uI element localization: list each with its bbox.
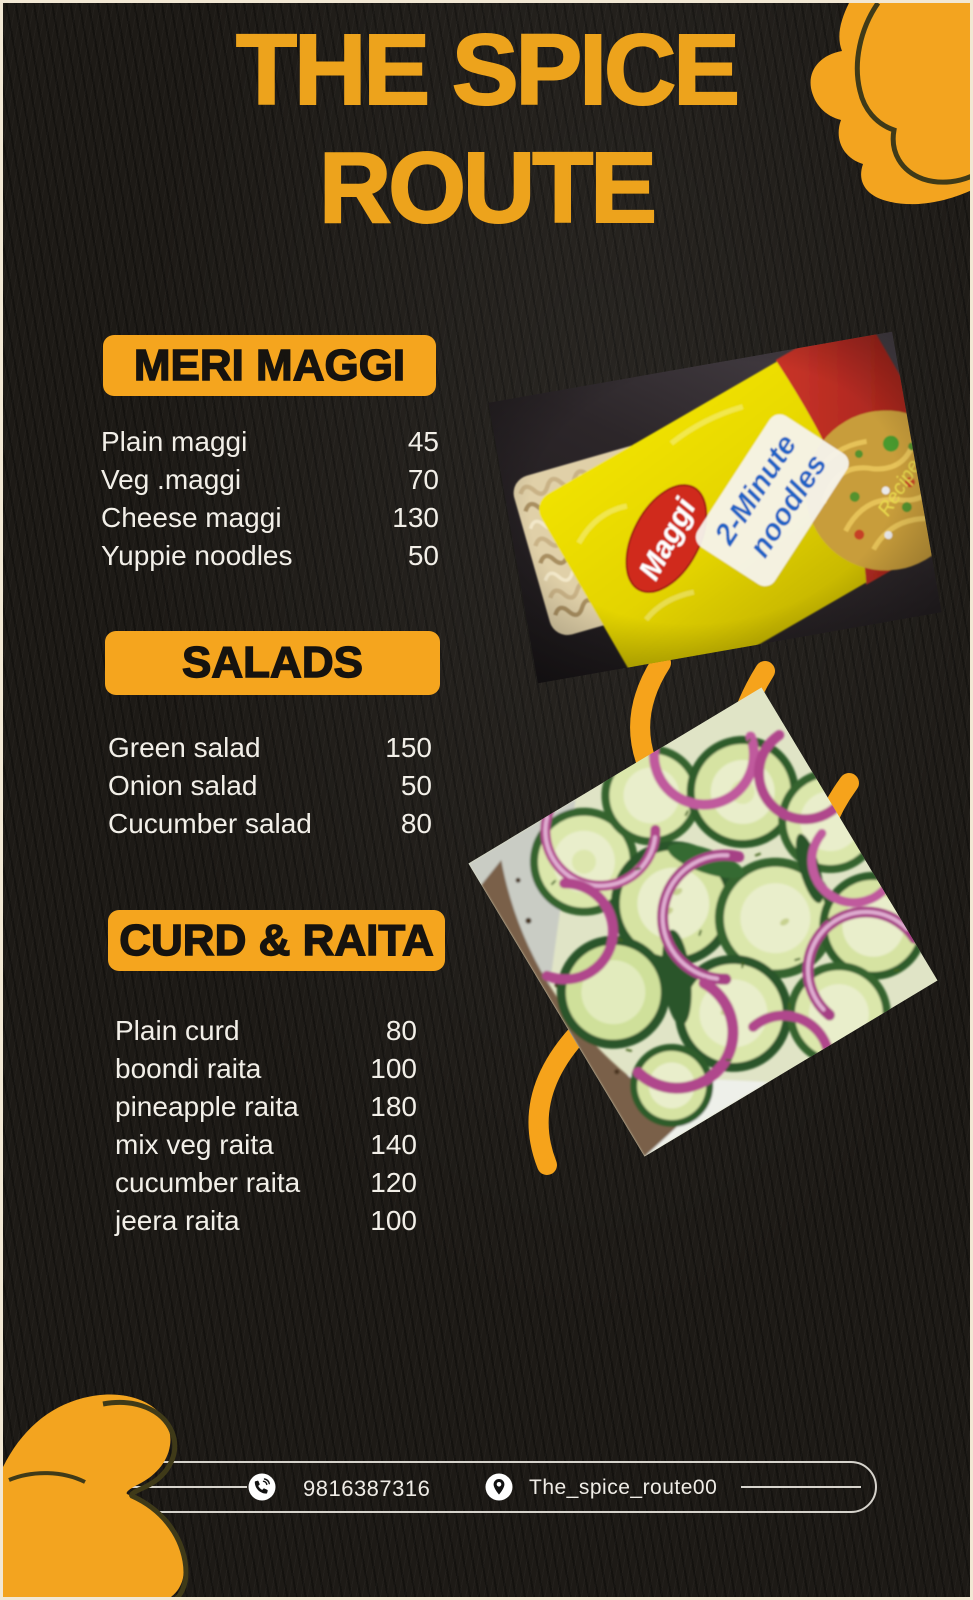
title-line-1: THE SPICE: [235, 13, 741, 127]
instagram-handle: The_spice_route00: [529, 1476, 718, 1499]
menu-item: Yuppie noodles 50: [101, 537, 439, 575]
item-price: 140: [370, 1129, 417, 1160]
item-price: 70: [407, 464, 439, 495]
menu-item: jeera raita 100: [115, 1202, 417, 1240]
menu-list-meri-maggi: Plain maggi 45 Veg .maggi 70 Cheese maggi 1…: [101, 423, 439, 575]
contact-bar-left-line: [99, 1486, 247, 1488]
menu-item: cucumber raita 120: [115, 1164, 417, 1202]
item-name: mix veg raita: [115, 1129, 274, 1160]
phone-icon: [248, 1473, 276, 1501]
item-price: 80: [385, 1015, 417, 1046]
item-price: 100: [370, 1053, 417, 1084]
title-line-2: ROUTE: [318, 131, 658, 245]
item-name: Veg .maggi: [101, 464, 242, 495]
menu-item: Cucumber salad 80: [108, 805, 432, 843]
item-name: Plain maggi: [101, 426, 248, 457]
item-price: 50: [400, 770, 432, 801]
item-price: 100: [370, 1205, 417, 1236]
item-name: Green salad: [108, 732, 261, 763]
menu-list-salads: Green salad 150 Onion salad 50 Cucumber sa…: [108, 729, 432, 843]
maggi-noodles-photo: Maggi 2-Minute noodles Recipe: [488, 331, 942, 684]
item-name: pineapple raita: [115, 1091, 299, 1122]
menu-item: Green salad 150: [108, 729, 432, 767]
phone-number: 9816387316: [303, 1476, 431, 1501]
menu-item: Plain maggi 45: [101, 423, 439, 461]
contact-bar-right-line: [741, 1486, 861, 1488]
salad-photo: [468, 687, 938, 1157]
menu-list-curd-raita: Plain curd 80 boondi raita 100 pineapple r…: [115, 1012, 417, 1240]
item-price: 150: [385, 732, 432, 763]
item-price: 180: [370, 1091, 417, 1122]
page-title: THE SPICE ROUTE: [3, 11, 970, 247]
item-name: Yuppie noodles: [101, 540, 293, 571]
section-label: SALADS: [181, 637, 363, 687]
item-name: Onion salad: [108, 770, 258, 801]
menu-item: boondi raita 100: [115, 1050, 417, 1088]
section-header-curd-raita: CURD & RAITA: [108, 910, 445, 971]
menu-item: mix veg raita 140: [115, 1126, 417, 1164]
section-label: MERI MAGGI: [133, 340, 406, 390]
item-name: Cucumber salad: [108, 808, 312, 839]
menu-item: Plain curd 80: [115, 1012, 417, 1050]
menu-item: Onion salad 50: [108, 767, 432, 805]
menu-item: Veg .maggi 70: [101, 461, 439, 499]
section-header-meri-maggi: MERI MAGGI: [103, 335, 436, 396]
item-price: 80: [400, 808, 432, 839]
item-price: 45: [407, 426, 439, 457]
menu-item: Cheese maggi 130: [101, 499, 439, 537]
item-price: 50: [407, 540, 439, 571]
item-name: jeera raita: [115, 1205, 240, 1236]
item-price: 130: [392, 502, 439, 533]
item-name: boondi raita: [115, 1053, 262, 1084]
item-price: 120: [370, 1167, 417, 1198]
section-header-salads: SALADS: [105, 631, 440, 695]
menu-item: pineapple raita 180: [115, 1088, 417, 1126]
location-pin-icon: [485, 1473, 513, 1501]
item-name: Plain curd: [115, 1015, 240, 1046]
item-name: Cheese maggi: [101, 502, 282, 533]
item-name: cucumber raita: [115, 1167, 301, 1198]
section-label: CURD & RAITA: [119, 915, 435, 965]
